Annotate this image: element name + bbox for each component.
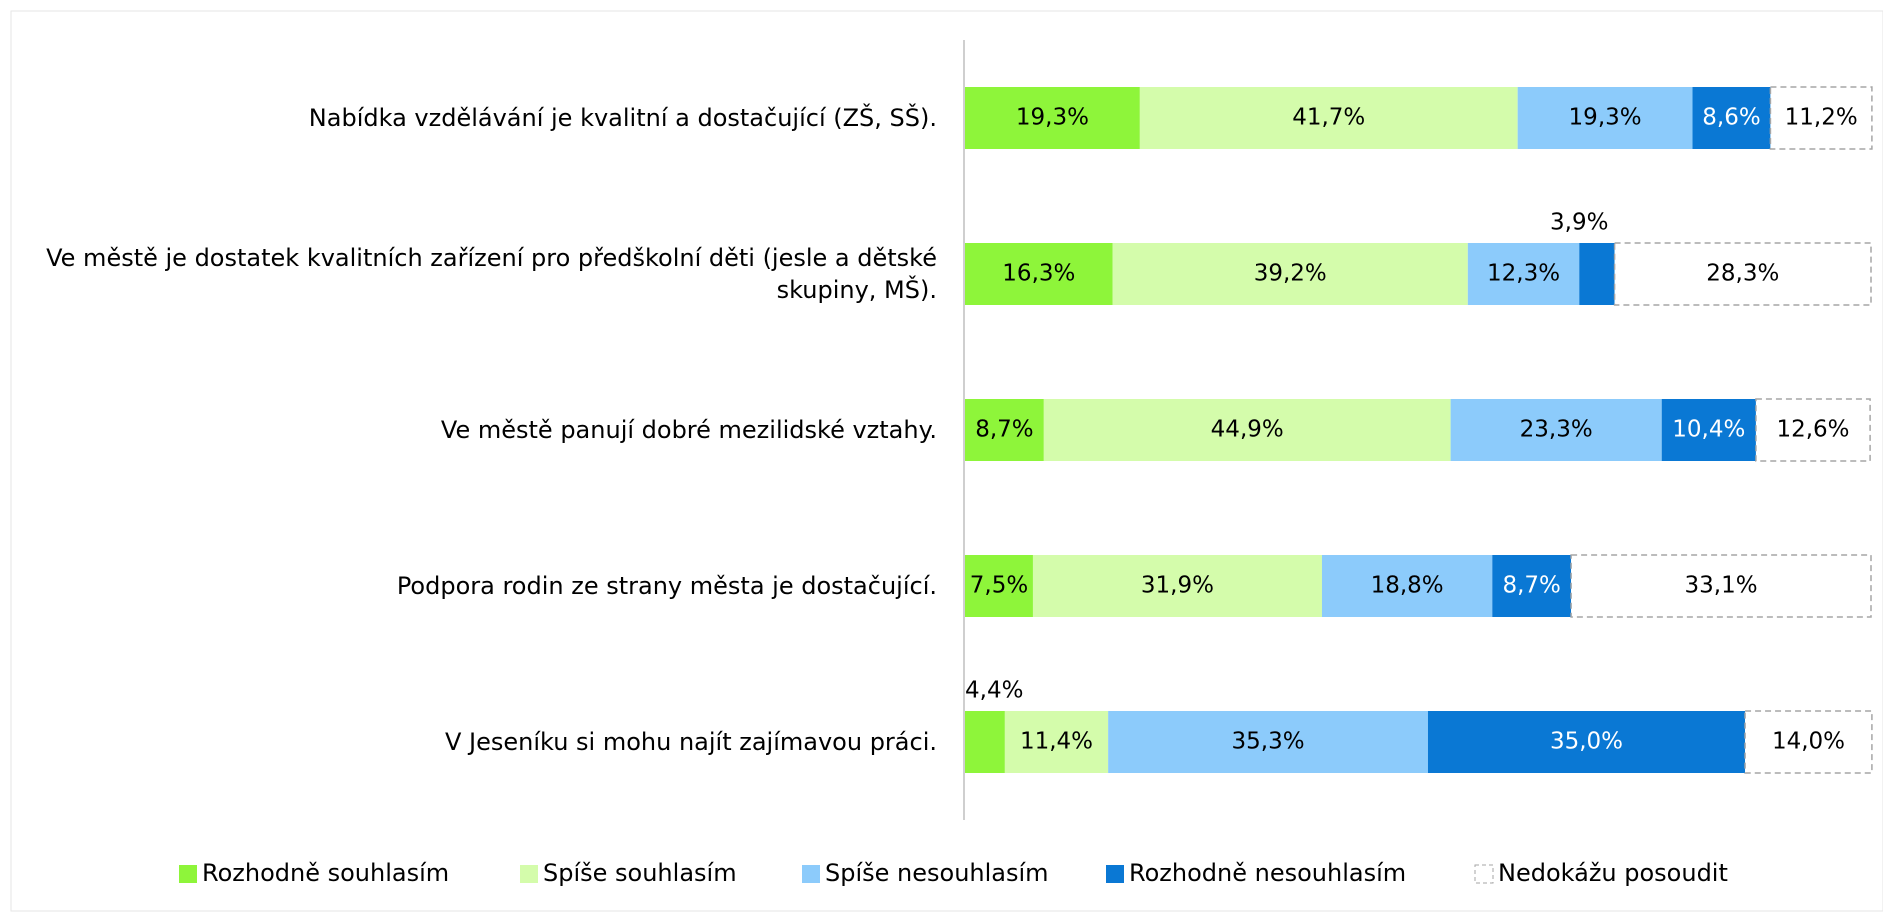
bar-segment [965,555,1033,617]
legend-swatch [1106,865,1124,883]
value-label: 8,7% [975,417,1033,443]
legend-label: Spíše souhlasím [543,859,737,887]
value-label: 44,9% [1211,417,1284,443]
value-label: 31,9% [1141,573,1214,599]
value-label: 14,0% [1772,729,1845,755]
bar-segment [1112,243,1468,305]
category-label: V Jeseníku si mohu najít zajímavou práci… [445,728,937,756]
value-label: 28,3% [1706,261,1779,287]
value-label: 35,3% [1232,729,1305,755]
bar-segment [1321,555,1493,617]
bar-segment [1517,87,1693,149]
value-label: 12,3% [1487,261,1560,287]
bar-segment [1043,399,1451,461]
bar-segment [965,399,1044,461]
bar-segment [1769,86,1873,150]
legend-label: Nedokážu posoudit [1498,859,1728,887]
bar-segment [1492,555,1572,617]
legend-label: Spíše nesouhlasím [825,859,1049,887]
bar-segment [1570,554,1872,618]
legend-swatch [802,865,820,883]
category-label: Podpora rodin ze strany města je dostaču… [396,572,937,600]
legend-label: Rozhodně nesouhlasím [1129,859,1406,887]
legend-swatch [179,865,197,883]
value-label: 18,8% [1371,573,1444,599]
legend-label: Rozhodně souhlasím [202,859,449,887]
bar-segment [1579,243,1615,305]
value-label: 12,6% [1776,417,1849,443]
value-label: 19,3% [1016,105,1089,131]
value-label: 3,9% [1550,210,1608,236]
value-label: 41,7% [1292,105,1365,131]
legend-swatch [1474,864,1494,884]
value-label: 4,4% [965,678,1023,704]
bar-segment [1613,242,1872,306]
value-label: 7,5% [970,573,1028,599]
bar-segment [1427,711,1746,773]
category-label: Nabídka vzdělávání je kvalitní a dostaču… [308,104,937,132]
value-label: 19,3% [1569,105,1642,131]
category-label: Ve městě panují dobré mezilidské vztahy. [440,416,937,444]
value-label: 23,3% [1520,417,1593,443]
value-label: 10,4% [1672,417,1745,443]
value-label: 8,6% [1702,105,1760,131]
value-label: 8,7% [1502,573,1560,599]
value-label: 39,2% [1254,261,1327,287]
legend-swatch [520,865,538,883]
bar-segment [1004,711,1109,773]
bar-segment [1467,243,1580,305]
value-label: 16,3% [1002,261,1075,287]
bar-segment [1108,711,1428,773]
bar-segment [965,87,1140,149]
value-label: 35,0% [1550,729,1623,755]
bar-segment [1692,87,1771,149]
value-label: 33,1% [1685,573,1758,599]
bar-segment [965,243,1113,305]
category-label: Ve městě je dostatek kvalitních zařízení… [46,244,937,304]
bar-segment [1744,710,1873,774]
bar-segment [1755,398,1871,462]
bar-segment [1661,399,1756,461]
bar-segment [1139,87,1518,149]
value-label: 11,4% [1020,729,1093,755]
bar-segment [1450,399,1662,461]
bar-segment [965,711,1005,773]
bar-segment [1032,555,1322,617]
value-label: 11,2% [1785,105,1858,131]
frame [10,10,1883,912]
